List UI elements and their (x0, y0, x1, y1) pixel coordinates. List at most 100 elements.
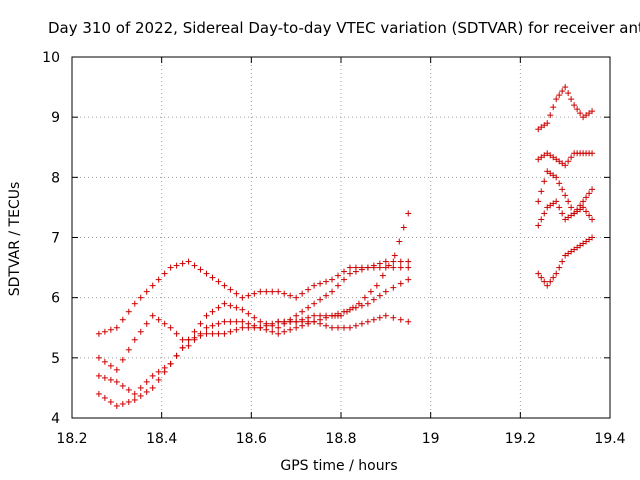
data-point (370, 296, 377, 303)
data-point (281, 318, 288, 325)
data-point (390, 258, 397, 265)
data-point (583, 194, 590, 201)
data-point (269, 288, 276, 295)
data-point (113, 378, 120, 385)
data-point (185, 342, 192, 349)
data-point (390, 284, 397, 291)
data-point (239, 324, 246, 331)
data-point (221, 330, 228, 337)
data-point (580, 198, 587, 205)
data-point (556, 264, 563, 271)
data-point (125, 398, 132, 405)
data-point (197, 266, 204, 273)
data-point (275, 324, 282, 331)
data-point (562, 162, 569, 169)
data-point (349, 304, 356, 311)
axis-ticks: 18.2 18.4 18.6 18.8 19 19.2 19.4 4 5 6 7 8 9 10 (42, 50, 626, 447)
data-point (167, 360, 174, 367)
data-point (311, 300, 318, 307)
data-point (335, 282, 342, 289)
data-point (352, 322, 359, 329)
data-point (203, 324, 210, 331)
data-point (275, 288, 282, 295)
data-point (209, 274, 216, 281)
data-point (299, 318, 306, 325)
data-point (346, 324, 353, 331)
data-point (233, 304, 240, 311)
data-point (167, 264, 174, 271)
data-point (538, 274, 545, 281)
data-point (239, 294, 246, 301)
data-point (125, 346, 132, 353)
x-tick-label: 19.2 (505, 431, 536, 447)
data-point (251, 314, 258, 321)
data-point (352, 268, 359, 275)
data-point (149, 372, 156, 379)
data-point (361, 294, 368, 301)
data-point (263, 288, 270, 295)
y-tick-label: 5 (51, 351, 60, 367)
data-point (221, 318, 228, 325)
x-tick-label: 18.4 (146, 431, 177, 447)
data-point (400, 224, 407, 231)
data-point (185, 336, 192, 343)
x-tick-label: 18.6 (236, 431, 267, 447)
data-point (305, 286, 312, 293)
data-point (390, 264, 397, 271)
data-point (370, 262, 377, 269)
data-point (281, 328, 288, 335)
data-point (203, 270, 210, 277)
data-point (179, 344, 186, 351)
data-point (101, 374, 108, 381)
data-point (340, 268, 347, 275)
data-point (589, 108, 596, 115)
data-point (323, 322, 330, 329)
data-point (137, 384, 144, 391)
data-point (550, 104, 557, 111)
data-point (556, 92, 563, 99)
data-point (586, 212, 593, 219)
data-point (263, 326, 270, 333)
data-point (143, 388, 150, 395)
data-point (535, 198, 542, 205)
data-point (538, 216, 545, 223)
data-point (355, 300, 362, 307)
y-axis-label: SDTVAR / TECUs (7, 182, 23, 297)
data-point (227, 318, 234, 325)
chart-title: Day 310 of 2022, Sidereal Day-to-day VTE… (48, 19, 640, 37)
data-point (131, 390, 138, 397)
data-point (143, 320, 150, 327)
data-point (397, 280, 404, 287)
data-point (329, 288, 336, 295)
data-point (553, 174, 560, 181)
data-point (390, 314, 397, 321)
data-point (191, 262, 198, 269)
data-point (317, 280, 324, 287)
data-point (547, 112, 554, 119)
x-tick-label: 18.8 (325, 431, 356, 447)
data-point (580, 204, 587, 211)
data-point (215, 304, 222, 311)
data-point (305, 304, 312, 311)
data-point (293, 312, 300, 319)
data-point (385, 262, 392, 269)
data-point (251, 324, 258, 331)
data-point (119, 356, 126, 363)
data-point (376, 314, 383, 321)
data-point (343, 308, 350, 315)
data-point (281, 290, 288, 297)
data-point (364, 318, 371, 325)
data-point (161, 320, 168, 327)
data-point (155, 376, 162, 383)
data-point (317, 316, 324, 323)
x-axis-label: GPS time / hours (280, 458, 397, 474)
data-point (397, 264, 404, 271)
data-point (137, 392, 144, 399)
data-point (251, 290, 258, 297)
data-point (541, 178, 548, 185)
data-point (346, 270, 353, 277)
data-point (335, 324, 342, 331)
data-point (179, 260, 186, 267)
data-point (571, 102, 578, 109)
data-point (311, 282, 318, 289)
